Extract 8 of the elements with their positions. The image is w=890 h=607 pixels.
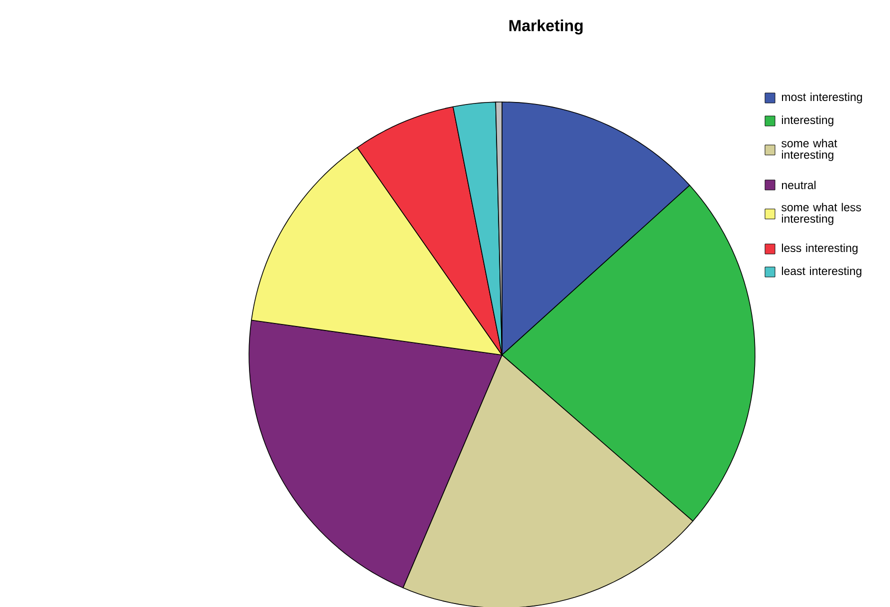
legend-label: least interesting bbox=[782, 266, 862, 278]
legend-label: neutral bbox=[782, 180, 816, 190]
legend-label: less interesting bbox=[782, 244, 858, 254]
legend-label: most interesting bbox=[782, 92, 862, 104]
chart-title: Marketing bbox=[509, 20, 583, 34]
legend-label: interesting bbox=[782, 116, 834, 126]
legend-label: some what interesting bbox=[782, 138, 838, 162]
legend-label: some what less interesting bbox=[782, 202, 861, 226]
